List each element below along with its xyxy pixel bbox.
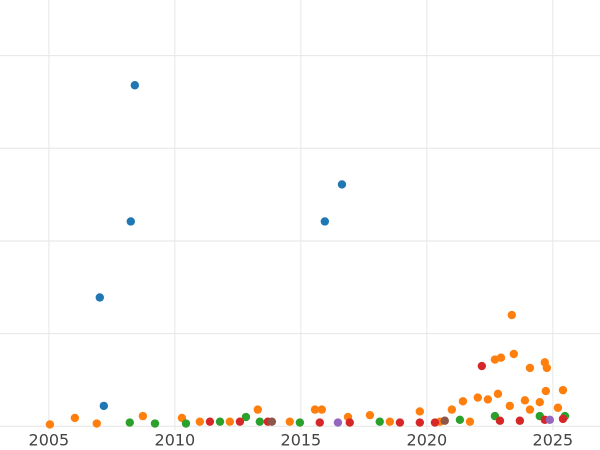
point bbox=[415, 407, 425, 416]
point bbox=[345, 418, 354, 427]
point bbox=[509, 349, 519, 359]
point bbox=[458, 397, 468, 406]
point bbox=[235, 417, 245, 426]
point bbox=[241, 412, 251, 422]
point bbox=[181, 419, 191, 428]
point bbox=[365, 410, 375, 420]
point bbox=[542, 363, 552, 373]
point bbox=[125, 418, 134, 427]
point bbox=[495, 416, 505, 425]
point bbox=[535, 397, 544, 407]
point bbox=[315, 418, 324, 427]
point bbox=[150, 419, 160, 428]
point bbox=[395, 418, 405, 427]
point bbox=[310, 405, 320, 414]
point bbox=[440, 416, 449, 425]
point bbox=[317, 405, 326, 414]
point bbox=[375, 417, 384, 426]
point bbox=[553, 403, 563, 412]
point bbox=[477, 361, 487, 371]
point bbox=[483, 395, 493, 404]
point bbox=[515, 416, 525, 425]
x-tick-label: 2010 bbox=[155, 431, 196, 450]
point bbox=[337, 180, 347, 189]
point bbox=[253, 405, 262, 414]
point bbox=[320, 217, 330, 226]
point bbox=[496, 353, 506, 362]
point bbox=[385, 417, 395, 426]
point bbox=[45, 420, 55, 429]
point bbox=[455, 415, 465, 425]
point bbox=[473, 393, 482, 402]
x-tick-label: 2025 bbox=[533, 431, 574, 450]
x-tick-label: 2005 bbox=[29, 431, 70, 450]
point bbox=[126, 217, 135, 226]
point bbox=[525, 405, 535, 414]
point bbox=[95, 293, 104, 302]
point bbox=[138, 411, 148, 421]
point bbox=[505, 401, 514, 411]
point bbox=[520, 396, 530, 405]
point bbox=[215, 417, 225, 426]
point bbox=[205, 417, 215, 426]
point bbox=[99, 401, 109, 411]
point bbox=[465, 417, 475, 426]
point bbox=[558, 414, 568, 424]
point bbox=[430, 418, 440, 427]
point bbox=[267, 417, 277, 426]
point bbox=[295, 418, 305, 427]
point bbox=[225, 417, 235, 426]
x-tick-label: 2015 bbox=[281, 431, 322, 450]
point bbox=[545, 415, 555, 425]
point bbox=[70, 413, 80, 423]
point bbox=[333, 418, 343, 427]
point bbox=[415, 418, 425, 427]
point bbox=[507, 310, 517, 320]
point bbox=[130, 81, 140, 90]
point bbox=[255, 417, 265, 426]
point bbox=[493, 389, 503, 399]
point bbox=[285, 417, 294, 426]
point bbox=[195, 417, 205, 426]
point bbox=[558, 385, 568, 395]
point bbox=[541, 386, 551, 396]
point bbox=[447, 405, 457, 414]
point bbox=[525, 363, 535, 373]
x-tick-label: 2020 bbox=[407, 431, 448, 450]
point bbox=[92, 419, 101, 428]
